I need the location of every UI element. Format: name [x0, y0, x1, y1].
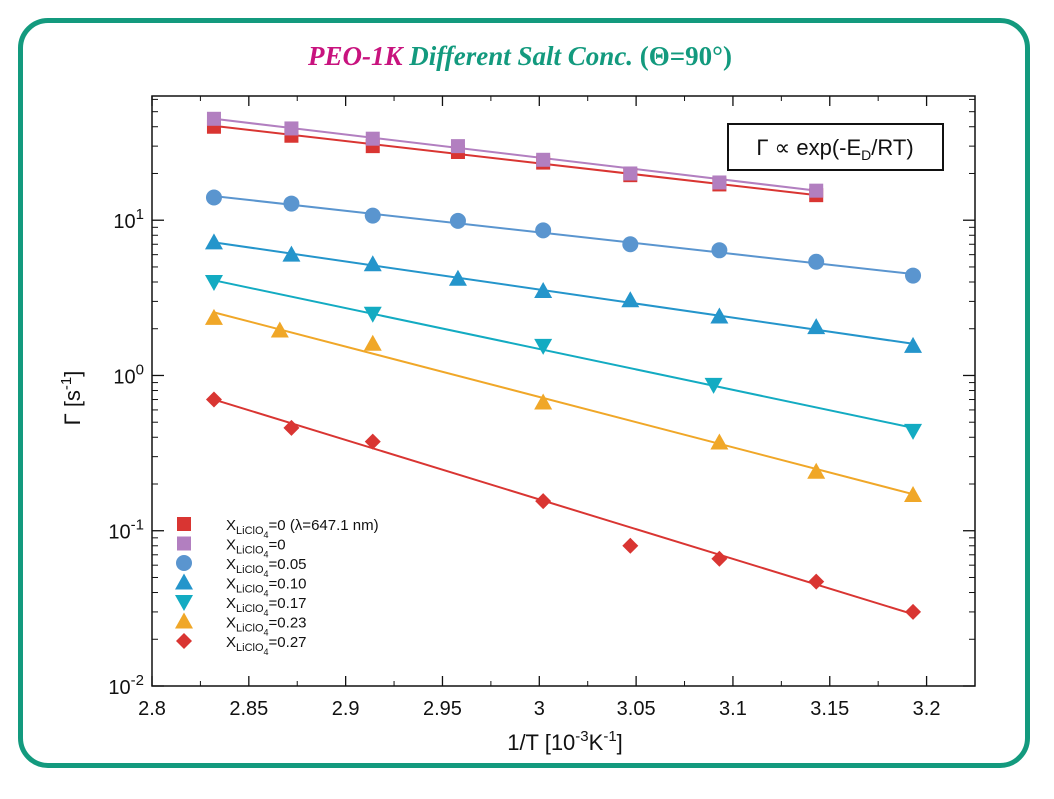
data-point-series-6 — [205, 391, 222, 408]
legend-marker — [175, 595, 193, 611]
legend-label: XLiClO4=0.17 — [226, 595, 307, 618]
data-point-series-6 — [364, 433, 381, 450]
data-point-series-3 — [363, 255, 382, 272]
data-point-series-2 — [905, 267, 922, 284]
data-point-series-5 — [204, 308, 223, 325]
data-point-series-3 — [448, 269, 467, 286]
legend-marker — [176, 633, 192, 649]
legend-label: XLiClO4=0 — [226, 537, 286, 560]
legend-marker — [175, 573, 193, 590]
data-point-series-1 — [536, 152, 551, 167]
data-point-series-5 — [363, 334, 382, 351]
x-axis-title: 1/T [10-3K-1] — [507, 728, 623, 755]
data-point-series-6 — [905, 603, 922, 620]
data-point-series-2 — [622, 236, 639, 253]
annotation-box — [727, 123, 944, 171]
formula-annotation: Γ ∝ exp(-ED/RT) — [727, 123, 944, 171]
x-tick-label: 3.05 — [617, 698, 656, 720]
data-point-series-6 — [808, 573, 825, 590]
x-tick-label: 3.15 — [810, 698, 849, 720]
y-axis: 10-2 10-1 100 101 — [108, 98, 975, 699]
data-point-series-4 — [704, 377, 723, 394]
data-point-series-1 — [450, 139, 465, 154]
y-tick-label: 10-2 — [108, 672, 144, 699]
data-point-series-1 — [623, 166, 638, 181]
legend-marker — [177, 517, 191, 531]
data-point-series-5 — [534, 393, 553, 410]
data-point-series-2 — [364, 207, 381, 224]
x-tick-label: 2.85 — [229, 698, 268, 720]
x-tick-label: 2.8 — [138, 698, 166, 720]
fit-line-series-5 — [213, 311, 914, 496]
y-tick-label: 10-1 — [108, 517, 144, 544]
y-axis-title: Γ [s-1] — [58, 371, 85, 426]
chart-title: PEO-1K Different Salt Conc. (Θ=90°) — [307, 41, 732, 71]
data-point-series-4 — [204, 274, 223, 291]
fit-line-series-3 — [213, 241, 914, 345]
data-point-series-6 — [711, 550, 728, 567]
data-point-series-1 — [206, 111, 221, 126]
data-point-series-3 — [710, 307, 729, 324]
data-point-series-2 — [283, 195, 300, 212]
legend-label: XLiClO4=0 (λ=647.1 nm) — [226, 517, 379, 540]
data-point-series-3 — [621, 291, 640, 308]
x-tick-label: 2.95 — [423, 698, 462, 720]
data-point-series-5 — [807, 462, 826, 479]
data-point-series-1 — [809, 183, 824, 198]
data-point-series-3 — [204, 233, 223, 250]
data-point-series-4 — [534, 338, 553, 355]
legend-marker — [175, 612, 193, 629]
data-point-series-3 — [904, 336, 923, 353]
legend-label: XLiClO4=0.23 — [226, 615, 307, 638]
data-point-series-2 — [449, 212, 466, 229]
legend-label: XLiClO4=0.05 — [226, 556, 307, 579]
x-tick-label: 3.2 — [913, 698, 941, 720]
y-tick-label: 101 — [113, 206, 144, 233]
data-point-series-3 — [807, 318, 826, 335]
legend-marker — [176, 555, 192, 571]
data-point-series-1 — [284, 121, 299, 136]
data-point-series-5 — [270, 321, 289, 338]
legend-label: XLiClO4=0.10 — [226, 576, 307, 599]
y-tick-label: 100 — [113, 361, 144, 388]
data-point-series-1 — [712, 175, 727, 190]
legend-label: XLiClO4=0.27 — [226, 634, 307, 657]
x-tick-label: 3 — [534, 698, 545, 720]
legend: XLiClO4=0 (λ=647.1 nm)XLiClO4=0XLiClO4=0… — [175, 517, 379, 657]
fit-line-series-4 — [213, 279, 914, 429]
data-point-series-4 — [904, 423, 923, 440]
data-point-series-3 — [282, 245, 301, 262]
legend-marker — [177, 536, 191, 551]
fit-line-series-6 — [213, 398, 914, 616]
data-point-series-2 — [205, 189, 222, 206]
data-point-series-4 — [363, 306, 382, 323]
data-point-series-2 — [535, 222, 552, 239]
data-point-series-6 — [535, 493, 552, 510]
data-point-series-2 — [711, 242, 728, 259]
fit-line-series-2 — [213, 195, 914, 276]
data-point-series-5 — [904, 485, 923, 502]
annotation-text: Γ ∝ exp(-ED/RT) — [756, 135, 913, 163]
data-point-series-5 — [710, 433, 729, 450]
fit-lines — [213, 117, 914, 616]
data-point-series-6 — [622, 537, 639, 554]
x-axis: 2.8 2.85 2.9 2.95 3 3.05 3.1 3.15 3.2 — [138, 96, 976, 720]
data-markers — [204, 111, 923, 620]
data-point-series-2 — [808, 253, 825, 270]
data-point-series-3 — [534, 281, 553, 298]
x-tick-label: 2.9 — [332, 698, 360, 720]
data-point-series-1 — [365, 131, 380, 146]
data-point-series-6 — [283, 419, 300, 436]
x-tick-label: 3.1 — [719, 698, 747, 720]
